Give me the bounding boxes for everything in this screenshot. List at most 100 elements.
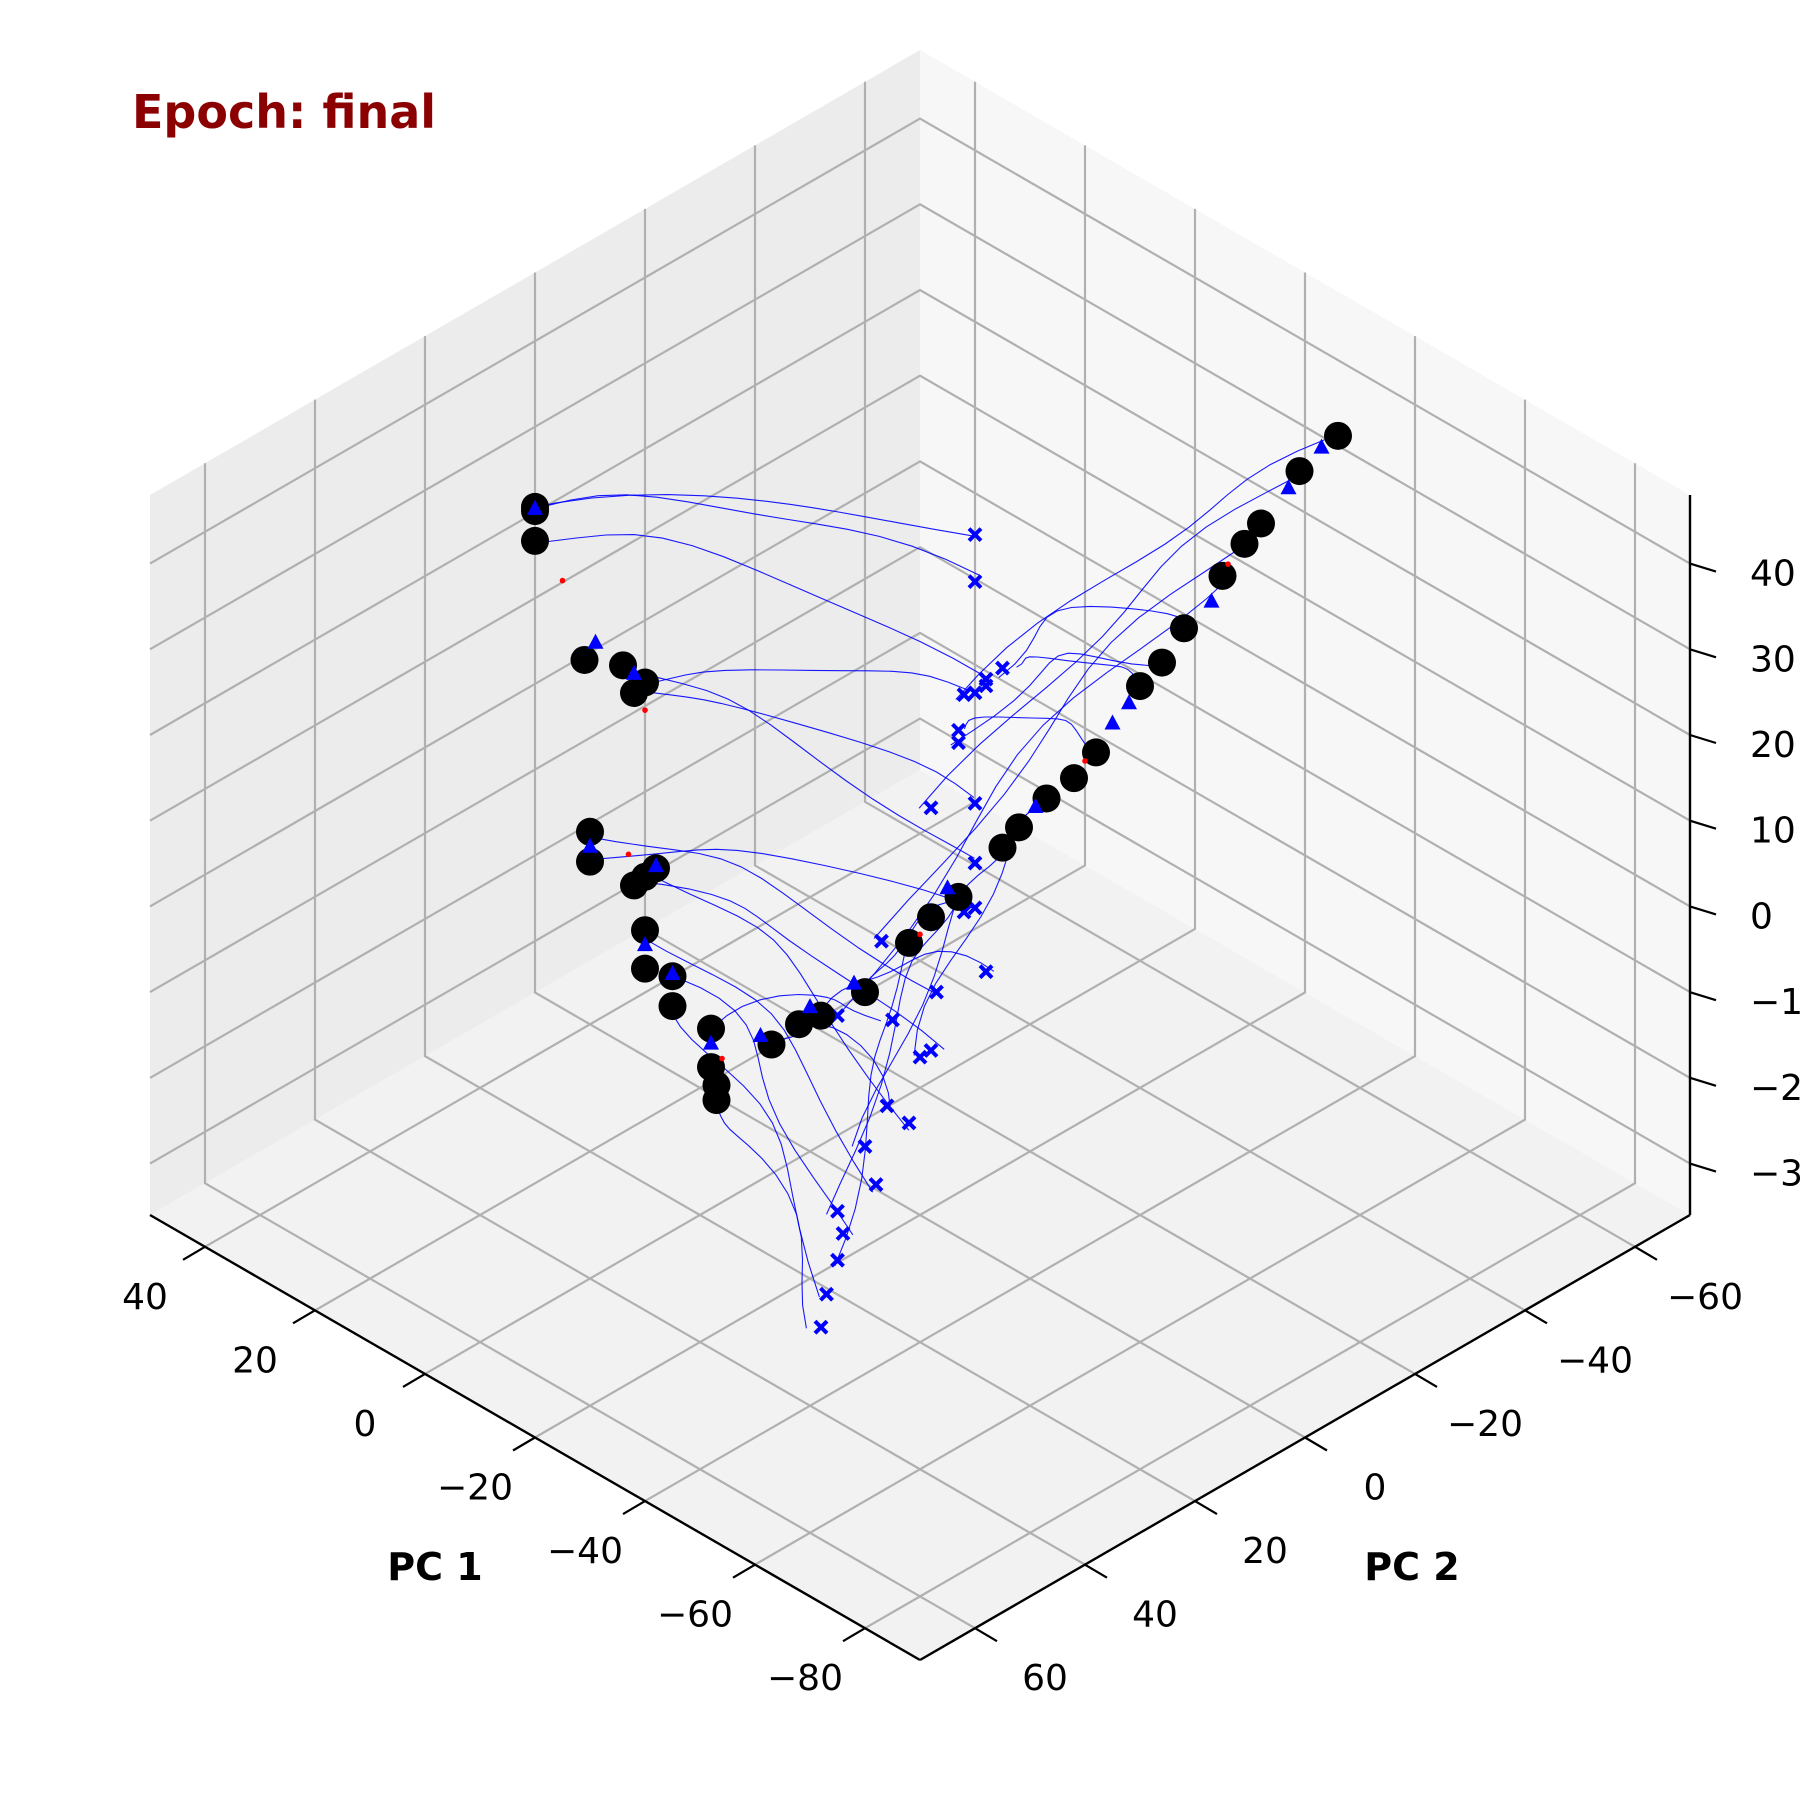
y-tick-label: 20 [1242, 1531, 1288, 1572]
x-tick-label: −60 [657, 1595, 733, 1636]
x-tick-label: −80 [767, 1658, 843, 1699]
start-x-marker [967, 574, 983, 590]
y-tick-label: 40 [1132, 1595, 1178, 1636]
z-gridline [149, 288, 1691, 736]
end-circle-marker [1060, 764, 1088, 793]
trajectory-line [963, 716, 1091, 752]
y-tick-label: 0 [1364, 1468, 1387, 1509]
z-gridline [149, 117, 1691, 565]
y-tick-mark [1414, 1372, 1438, 1388]
end-circle-marker [702, 1071, 731, 1100]
z-tick-label: 10 [1750, 811, 1796, 852]
trajectory-line [642, 869, 910, 1131]
x-stroke [967, 574, 983, 590]
trajectory-line [600, 848, 973, 909]
z-tick-label: −20 [1750, 1068, 1800, 1109]
y-tick-label: −40 [1557, 1340, 1633, 1381]
start-x-marker [835, 1226, 851, 1241]
y-tick-mark [1194, 1500, 1218, 1516]
red-dot-marker [559, 577, 566, 584]
y-tick-label: −20 [1447, 1404, 1523, 1445]
x-tick-label: 0 [354, 1404, 377, 1445]
end-circle-marker [988, 833, 1017, 862]
end-circle-marker [1126, 672, 1154, 701]
z-gridline [149, 203, 1691, 651]
start-x-marker [951, 722, 966, 738]
grid-lines [149, 81, 1691, 1630]
start-x-marker [912, 1049, 928, 1065]
z-tick-mark [1689, 562, 1717, 573]
x-stroke [967, 855, 983, 871]
x-tick-mark [182, 1245, 206, 1261]
triangle-marker [1121, 694, 1137, 710]
trajectory-line [822, 950, 995, 1009]
y-tick-label: −60 [1667, 1277, 1743, 1318]
x-stroke [956, 687, 972, 703]
trajectory-line [873, 524, 1273, 939]
end-circle-marker [1285, 457, 1314, 486]
end-circle-marker [576, 817, 604, 846]
start-x-marker [978, 964, 994, 980]
triangle-marker [1104, 714, 1121, 730]
end-circle-marker [1208, 561, 1237, 590]
y-tick-mark [1084, 1563, 1108, 1579]
x-stroke [879, 1098, 895, 1114]
x-stroke [923, 800, 939, 816]
end-circle-marker [570, 645, 599, 674]
x-tick-mark [402, 1372, 426, 1388]
trajectory-line [544, 534, 988, 679]
start-x-marker [879, 1098, 895, 1114]
start-x-marker [967, 527, 983, 543]
red-dot-marker [642, 707, 648, 713]
start-x-marker [967, 685, 983, 701]
trajectory-line [633, 880, 945, 1050]
trajectory-line [840, 572, 1235, 1013]
end-circle-marker [895, 928, 923, 957]
trajectory-line [955, 437, 1330, 700]
triangle-marker [1280, 479, 1297, 495]
start-x-marker [951, 735, 966, 751]
x-stroke [967, 685, 983, 701]
end-circle-marker [620, 679, 648, 707]
trajectory-line [918, 473, 1303, 809]
z-tick-mark [1689, 733, 1717, 745]
triangle-marker [587, 633, 604, 649]
triangle-marker [527, 499, 543, 515]
start-x-marker [819, 1286, 834, 1302]
start-x-marker [978, 678, 994, 694]
trajectory-line [584, 835, 937, 995]
trajectory-line [632, 929, 874, 1193]
y-tick-mark [974, 1627, 998, 1643]
axis-labels: Epoch: final PC 1 PC 2 [132, 85, 1460, 1589]
x-tick-label: 20 [232, 1340, 278, 1381]
start-x-marker [830, 1252, 845, 1268]
end-circle-marker [1247, 509, 1275, 538]
end-circle-marker [917, 903, 945, 932]
start-x-marker [830, 1203, 845, 1219]
x-tick-mark [732, 1563, 756, 1579]
start-x-marker [874, 933, 889, 949]
z-tick-mark [1689, 905, 1717, 916]
x-stroke [901, 1115, 917, 1131]
x-stroke [857, 1139, 873, 1154]
x-stroke [967, 795, 983, 811]
x-stroke [874, 933, 889, 949]
trajectory-line [627, 669, 975, 859]
x-stroke [967, 527, 983, 543]
x-stroke [929, 984, 944, 1000]
trajectory-line [542, 494, 981, 576]
y-tick-mark [1524, 1309, 1548, 1325]
trajectory-line [950, 652, 1166, 746]
red-dot-marker [719, 1055, 725, 1062]
triangle-marker [664, 965, 681, 980]
start-x-marker [857, 1139, 873, 1154]
x-stroke [830, 1203, 845, 1219]
triangle-marker [637, 936, 653, 952]
x-stroke [885, 1012, 900, 1028]
z-tick-mark [1689, 819, 1717, 830]
triangle-marker [1027, 798, 1044, 813]
end-circle-marker [631, 916, 659, 945]
chart-title: Epoch: final [132, 85, 436, 139]
start-x-marker [995, 660, 1010, 676]
